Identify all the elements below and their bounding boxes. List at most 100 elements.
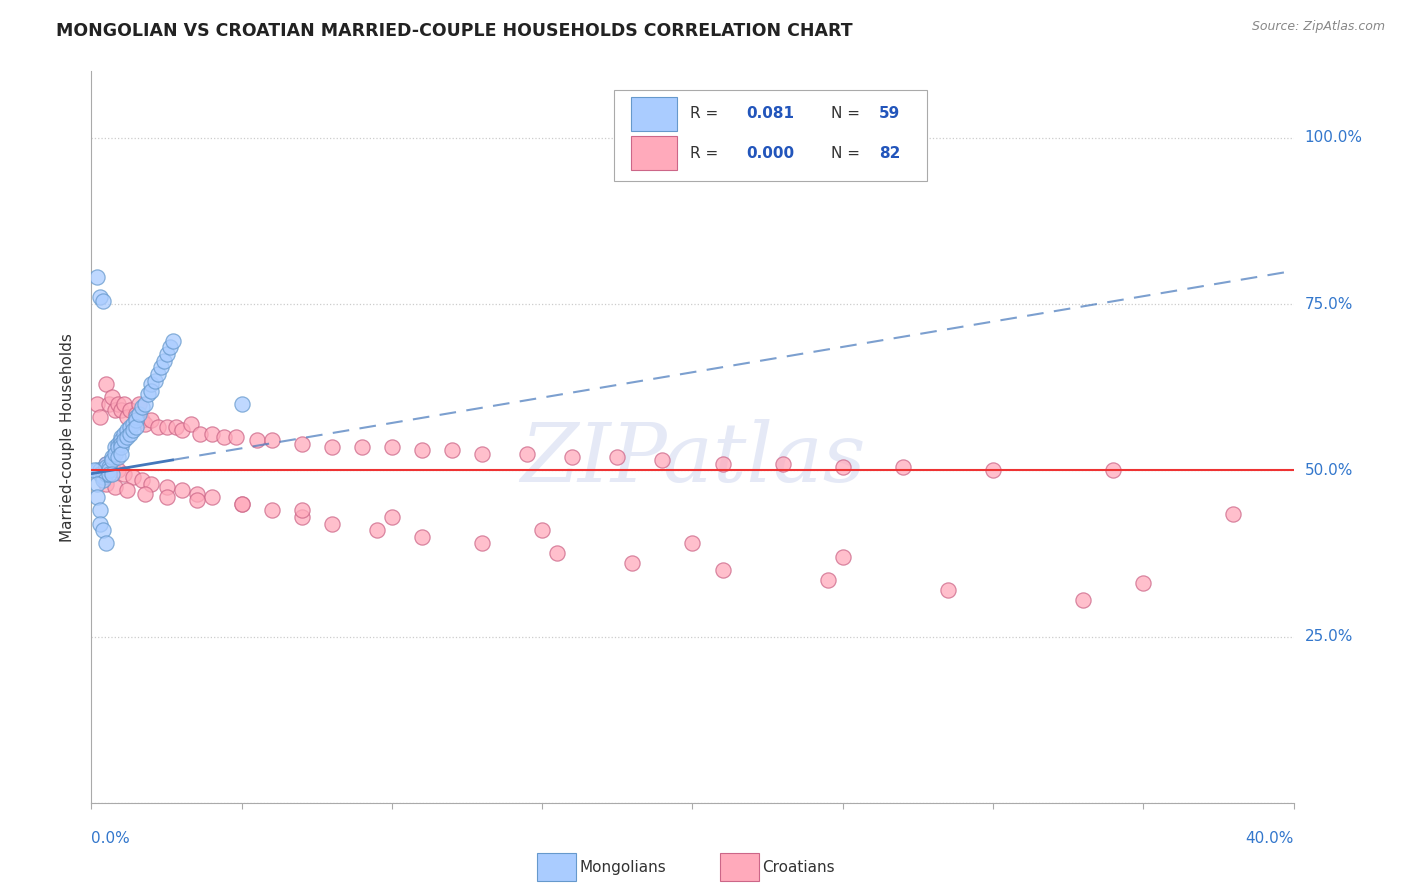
Point — [86, 490, 108, 504]
Point — [96, 457, 118, 471]
Point — [350, 440, 373, 454]
Point — [107, 436, 129, 450]
Point — [231, 497, 253, 511]
Point — [101, 467, 124, 481]
Point — [86, 397, 108, 411]
Point — [1132, 576, 1154, 591]
Point — [96, 467, 118, 481]
Point — [101, 390, 124, 404]
Point — [546, 546, 568, 560]
Point — [170, 483, 193, 498]
Point — [159, 340, 181, 354]
Point — [471, 536, 494, 550]
Text: Source: ZipAtlas.com: Source: ZipAtlas.com — [1251, 20, 1385, 33]
Point — [104, 480, 127, 494]
Point — [711, 563, 734, 577]
Text: 0.0%: 0.0% — [91, 830, 131, 846]
Point — [152, 353, 174, 368]
Point — [141, 376, 163, 391]
Point — [98, 460, 121, 475]
Text: R =: R = — [690, 106, 718, 121]
Point — [291, 509, 314, 524]
Point — [125, 420, 148, 434]
Point — [225, 430, 247, 444]
Point — [96, 457, 118, 471]
Point — [86, 476, 108, 491]
Point — [89, 290, 111, 304]
Point — [117, 430, 139, 444]
Point — [125, 413, 148, 427]
Point — [89, 516, 111, 531]
Point — [120, 426, 142, 441]
Point — [104, 403, 127, 417]
Point — [107, 440, 129, 454]
Point — [155, 420, 177, 434]
Point — [110, 436, 132, 450]
Point — [936, 582, 959, 597]
Point — [107, 463, 129, 477]
Point — [107, 450, 129, 464]
Point — [89, 503, 111, 517]
Point — [120, 420, 142, 434]
Point — [260, 503, 283, 517]
Text: R =: R = — [690, 145, 718, 161]
Point — [212, 430, 235, 444]
Point — [104, 447, 127, 461]
Point — [86, 463, 108, 477]
Point — [134, 417, 156, 431]
Point — [141, 476, 163, 491]
Point — [651, 453, 673, 467]
Point — [1222, 507, 1244, 521]
Point — [89, 467, 111, 481]
Point — [291, 436, 314, 450]
Point — [114, 434, 136, 448]
Point — [96, 536, 118, 550]
Point — [122, 417, 145, 431]
Point — [98, 463, 121, 477]
FancyBboxPatch shape — [631, 136, 676, 170]
Point — [711, 457, 734, 471]
Point — [138, 387, 160, 401]
Text: N =: N = — [831, 106, 859, 121]
Point — [231, 497, 253, 511]
Point — [186, 493, 208, 508]
Point — [681, 536, 703, 550]
Text: MONGOLIAN VS CROATIAN MARRIED-COUPLE HOUSEHOLDS CORRELATION CHART: MONGOLIAN VS CROATIAN MARRIED-COUPLE HOU… — [56, 22, 853, 40]
Point — [531, 523, 554, 537]
Point — [98, 397, 121, 411]
Point — [321, 516, 343, 531]
Point — [162, 334, 184, 348]
Text: 25.0%: 25.0% — [1305, 629, 1353, 644]
Point — [411, 530, 433, 544]
Point — [131, 400, 153, 414]
Point — [516, 447, 538, 461]
Point — [146, 367, 169, 381]
Point — [128, 397, 150, 411]
Point — [440, 443, 463, 458]
Point — [98, 467, 121, 481]
Point — [114, 397, 136, 411]
Text: Mongolians: Mongolians — [579, 860, 666, 874]
Y-axis label: Married-couple Households: Married-couple Households — [60, 333, 76, 541]
Point — [96, 460, 118, 475]
Point — [96, 376, 118, 391]
Point — [260, 434, 283, 448]
Point — [96, 476, 118, 491]
Point — [291, 503, 314, 517]
Point — [134, 397, 156, 411]
Point — [110, 434, 132, 448]
Point — [89, 463, 111, 477]
Point — [114, 467, 136, 481]
Point — [83, 463, 105, 477]
Point — [122, 470, 145, 484]
Point — [201, 490, 224, 504]
Point — [149, 360, 172, 375]
Point — [381, 509, 404, 524]
Point — [165, 420, 187, 434]
Point — [101, 460, 124, 475]
Text: 75.0%: 75.0% — [1305, 297, 1353, 311]
Point — [93, 470, 115, 484]
Point — [93, 293, 115, 308]
Point — [89, 410, 111, 425]
Text: 0.081: 0.081 — [747, 106, 794, 121]
